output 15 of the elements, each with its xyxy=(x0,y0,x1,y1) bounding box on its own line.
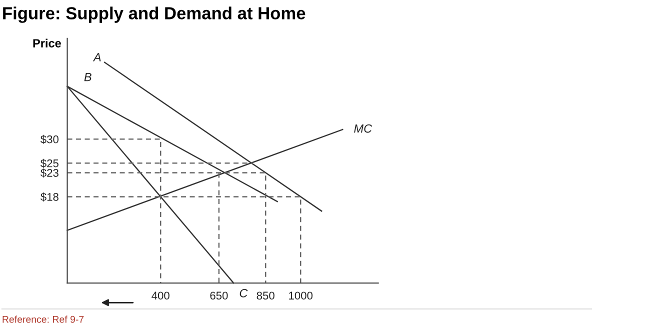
x-tick-label: 650 xyxy=(210,292,228,300)
series-label: C xyxy=(240,288,248,298)
chart-title: Figure: Supply and Demand at Home xyxy=(3,6,306,23)
y-tick-label: $23 xyxy=(40,168,58,178)
y-tick-label: $30 xyxy=(40,134,59,144)
x-tick-label: 850 xyxy=(256,292,274,300)
series-label: A xyxy=(92,53,101,62)
x-tick-label: 1000 xyxy=(289,292,313,300)
text: Reference: Ref 9-7 xyxy=(2,316,84,323)
y-tick-label: $18 xyxy=(40,192,58,202)
y-tick-label: $25 xyxy=(40,158,58,168)
y-axis-title: Price xyxy=(33,38,61,48)
series-label: B xyxy=(84,72,92,82)
series-label: MC xyxy=(354,124,372,133)
x-tick-label: 400 xyxy=(152,292,170,300)
